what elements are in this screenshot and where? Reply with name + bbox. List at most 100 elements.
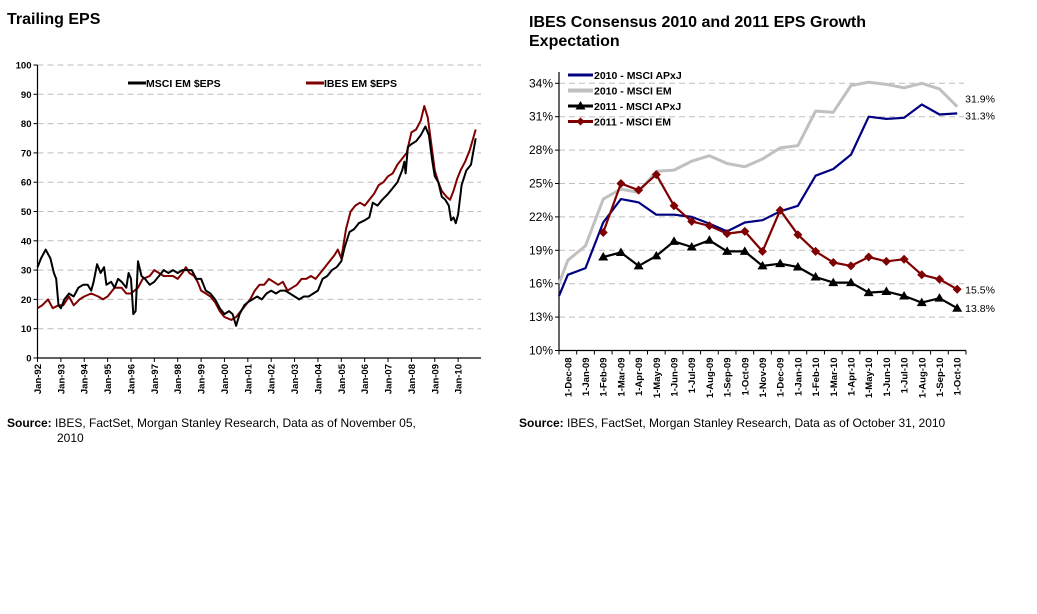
data-point-2011-msci-apxj [899, 290, 910, 300]
data-point-2011-msci-em [669, 201, 679, 211]
data-point-2011-msci-apxj [615, 247, 626, 257]
y-tick-label: 19% [529, 243, 553, 257]
source-label: Source: [7, 416, 52, 430]
data-point-2011-msci-em [775, 205, 785, 215]
x-tick-label: 1-May-10 [864, 358, 875, 399]
x-tick-label: Jan-03 [290, 364, 301, 394]
data-point-2011-msci-apxj [828, 277, 839, 287]
right-source-note: Source: IBES, FactSet, Morgan Stanley Re… [519, 416, 1019, 431]
data-point-2011-msci-em [704, 221, 714, 231]
x-tick-label: Jan-98 [173, 364, 184, 394]
x-tick-label: Jan-04 [313, 363, 324, 394]
legend-item: IBES EM $EPS [306, 78, 397, 90]
data-point-2011-msci-em [687, 216, 697, 226]
x-tick-label: 1-Nov-09 [758, 358, 769, 398]
data-point-2011-msci-apxj [651, 250, 662, 260]
x-tick-label: Jan-97 [150, 364, 161, 394]
data-point-2011-msci-em [793, 230, 803, 240]
x-tick-label: Jan-01 [243, 363, 254, 394]
x-tick-label: Jan-09 [430, 364, 441, 394]
y-tick-label: 20 [21, 295, 32, 306]
source-text: IBES, FactSet, Morgan Stanley Research, … [51, 416, 416, 430]
x-tick-label: 1-Mar-09 [616, 358, 627, 397]
x-tick-label: 1-Jan-09 [581, 358, 592, 397]
y-tick-label: 31% [529, 110, 553, 124]
x-tick-label: Jan-96 [126, 364, 137, 394]
y-tick-label: 34% [529, 76, 553, 90]
data-point-2011-msci-em [828, 258, 838, 268]
y-tick-label: 30 [21, 266, 32, 277]
x-tick-label: 1-Feb-09 [599, 358, 610, 397]
x-tick-label: Jan-10 [454, 364, 465, 394]
x-tick-label: Jan-95 [103, 363, 114, 394]
data-point-2011-msci-em [598, 227, 608, 237]
data-point-2011-msci-em [934, 274, 944, 284]
legend-label: MSCI EM $EPS [146, 78, 221, 90]
data-point-2011-msci-apxj [722, 246, 733, 255]
x-tick-label: 1-Jun-10 [882, 358, 893, 397]
data-point-2011-msci-em [846, 261, 856, 271]
series-line-2010-msci-apxj [557, 103, 958, 297]
x-tick-label: Jan-92 [33, 364, 44, 394]
data-point-2011-msci-em [881, 256, 891, 266]
x-tick-label: Jan-08 [407, 364, 418, 394]
x-tick-label: 1-Mar-10 [829, 358, 840, 397]
y-tick-label: 16% [529, 277, 553, 291]
legend-label: 2010 - MSCI EM [594, 86, 672, 98]
y-tick-label: 25% [529, 177, 553, 191]
x-tick-label: 1-Aug-10 [917, 358, 928, 399]
data-point-2011-msci-apxj [881, 286, 892, 295]
legend-label: 2010 - MSCI APxJ [594, 70, 682, 82]
data-point-2011-msci-apxj [952, 303, 963, 312]
series-line-2011-msci-em [602, 173, 958, 291]
data-point-2011-msci-em [740, 226, 750, 236]
y-tick-label: 50 [21, 207, 32, 218]
y-tick-label: 90 [21, 90, 32, 101]
legend-item: 2010 - MSCI EM [568, 86, 672, 98]
x-tick-label: 1-Dec-08 [563, 358, 574, 398]
data-point-2011-msci-em [899, 254, 909, 264]
x-tick-label: 1-Jun-09 [670, 358, 681, 397]
end-value-label: 31.9% [965, 94, 995, 106]
x-tick-label: Jan-05 [337, 363, 348, 394]
end-value-label: 15.5% [965, 284, 995, 296]
x-tick-label: Jan-00 [220, 364, 231, 394]
x-tick-label: 1-Aug-09 [705, 358, 716, 399]
x-tick-label: Jan-07 [384, 364, 395, 394]
legend-label: 2011 - MSCI EM [594, 117, 671, 129]
x-tick-label: 1-Jul-09 [687, 358, 698, 394]
data-point-2011-msci-apxj [775, 258, 786, 268]
data-point-2011-msci-apxj [792, 262, 803, 271]
data-point-2011-msci-em [917, 270, 927, 280]
data-point-2011-msci-em [634, 185, 644, 195]
y-tick-label: 40 [21, 236, 32, 247]
right-chart-title: IBES Consensus 2010 and 2011 EPS Growth … [529, 14, 867, 50]
x-tick-label: 1-Feb-10 [811, 358, 822, 397]
y-tick-label: 28% [529, 143, 553, 157]
x-tick-label: 1-Apr-10 [846, 358, 857, 397]
data-point-2011-msci-apxj [845, 277, 856, 287]
end-value-label: 13.8% [965, 303, 995, 315]
x-tick-label: Jan-99 [197, 364, 208, 394]
data-point-2011-msci-em [722, 229, 732, 239]
legend-item: MSCI EM $EPS [128, 78, 221, 90]
x-tick-label: 1-Oct-10 [953, 358, 964, 396]
data-point-2011-msci-apxj [598, 251, 609, 261]
x-tick-label: Jan-94 [80, 363, 91, 394]
y-tick-label: 80 [21, 119, 32, 130]
legend-item: 2010 - MSCI APxJ [568, 70, 682, 82]
legend-label: IBES EM $EPS [324, 78, 397, 90]
data-point-2011-msci-apxj [934, 293, 945, 302]
legend-label: 2011 - MSCI APxJ [594, 101, 681, 113]
data-point-2011-msci-apxj [863, 287, 874, 297]
y-tick-label: 10 [21, 324, 32, 335]
data-point-2011-msci-em [811, 246, 821, 256]
data-point-2011-msci-em [651, 170, 661, 180]
data-point-2011-msci-apxj [810, 272, 821, 281]
source-text: IBES, FactSet, Morgan Stanley Research, … [563, 416, 946, 430]
data-point-2011-msci-apxj [704, 235, 715, 244]
data-point-2011-msci-apxj [633, 260, 644, 270]
series-line-ibes-em-eps [36, 105, 477, 321]
legend-item: 2011 - MSCI APxJ [568, 101, 681, 113]
x-tick-label: 1-Jul-10 [900, 358, 911, 394]
